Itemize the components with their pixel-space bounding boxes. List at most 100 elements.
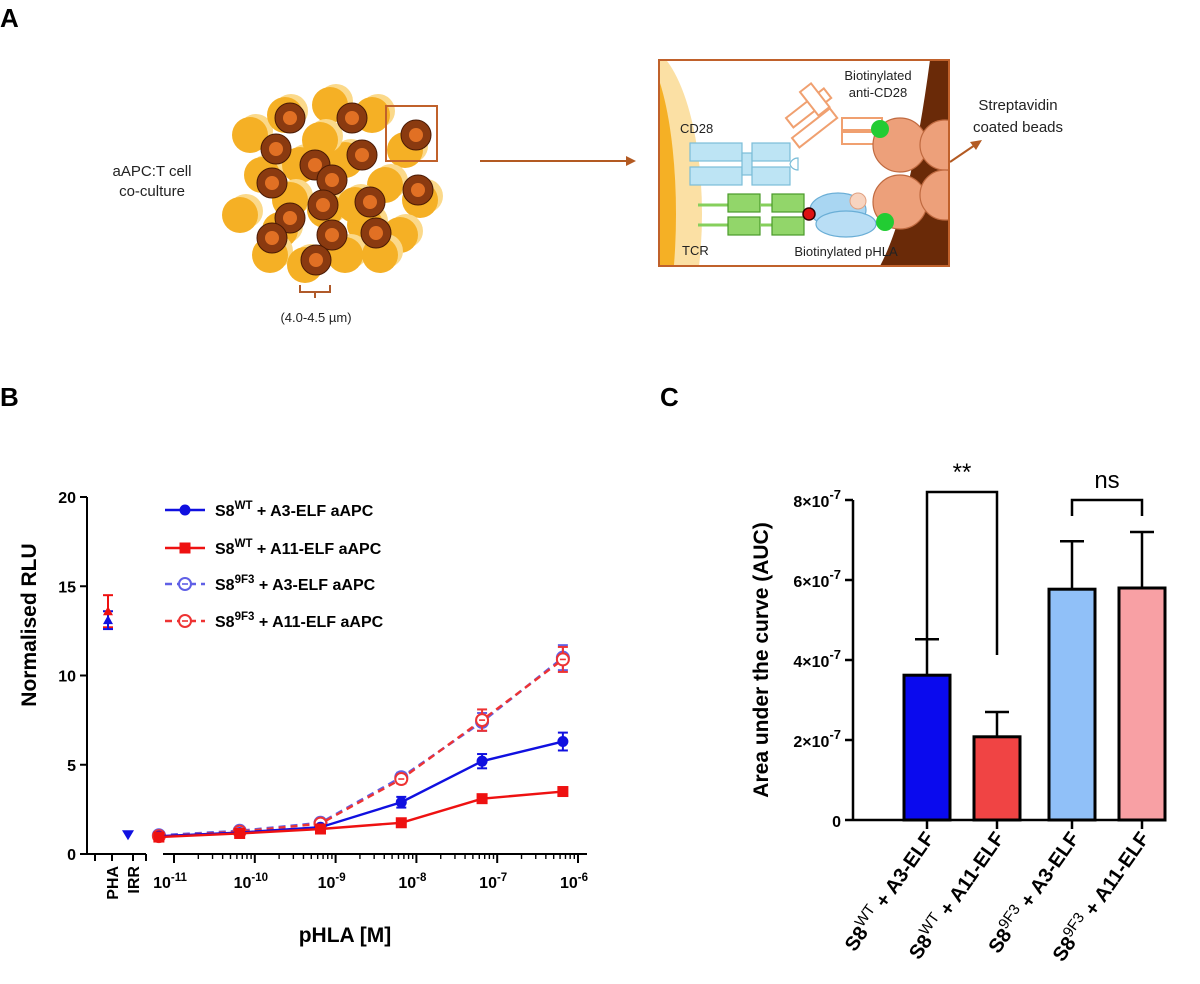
bar-label-post: + A3-ELF [1013,828,1084,916]
legend-label-0-post: + A3-ELF aAPC [252,503,373,520]
coculture-label-line1: aAPC:T cell [113,163,192,180]
pha-marker-a3 [103,615,113,625]
biotin-dot-upper [871,120,889,138]
tcr-label: TCR [682,243,709,258]
legend-marker-0 [179,504,191,516]
chart-b-xtick-label-base: 10 [560,875,578,892]
legend-label-2-sup: 9F3 [235,574,255,586]
legend-label-2: S89F3 + A3-ELF aAPC [215,574,376,594]
bar-3 [1117,586,1167,822]
chart-c-ytick-label: 6×10-7 [793,567,841,591]
legend-label-1: S8WT + A11-ELF aAPC [215,538,382,558]
pha-marker-a11 [103,606,113,616]
legend-label-2-base: S8 [215,577,235,594]
bar-label-post: + A11-ELF [933,828,1010,924]
anti-cd28-antibody [784,81,883,149]
data-point-0 [476,755,488,767]
tcell-membrane [659,60,702,266]
chart-b-xtick-label: 10-7 [479,872,507,892]
legend-label-3-post: + A11-ELF aAPC [254,614,383,631]
chart-b-xtick-label-sup: -11 [171,872,188,884]
tcell [302,122,338,158]
chart-b-xtick-label: 10-11 [153,872,187,892]
bead-highlight [316,198,330,212]
series-line-0 [158,740,564,838]
bar-0 [902,673,952,822]
chart-b-xtick-label-sup: -10 [251,872,268,884]
chart-b-ytick-label: 5 [67,758,76,775]
biotin-dot-lower [876,213,894,231]
bead-highlight [325,173,339,187]
bead-highlight [355,148,369,162]
bar-1 [972,735,1022,822]
dose-response-chart: Normalised RLU pHLA [M] 0 5 10 15 20 PHA IRR 10… [18,490,588,947]
cd28-label: CD28 [680,121,713,136]
streptavidin-beads [871,60,949,266]
panel-letter-b: B [0,382,19,412]
bar-label-base: S8 [984,925,1016,958]
legend-label-1-post: + A11-ELF aAPC [252,541,381,558]
zoom-detail [658,59,950,267]
legend-label-0-sup: WT [235,500,253,512]
chart-b-xtick-label-sup: -9 [335,872,345,884]
chart-b-xlabel: pHLA [M] [299,924,392,947]
chart-c-ytick-mantissa: 0 [832,814,841,831]
data-point-1 [153,831,165,843]
chart-c-ytick-exp: -7 [829,567,841,582]
data-point-1 [395,817,407,829]
data-point-0 [557,736,569,748]
chart-b-xtick-label-sup: -6 [578,872,588,884]
bead-highlight [345,111,359,125]
significance-bracket-right-label: ns [1094,467,1119,494]
series-line-3 [158,658,564,838]
chart-c-ytick-mantissa: 2×10 [793,734,829,751]
phla-complex [802,192,877,238]
bar-label-base: S8 [905,931,937,964]
chart-b-xtick-label: 10-9 [318,872,346,892]
coculture-cluster [222,84,443,283]
chart-c-ytick-exp: -7 [829,487,841,502]
bead-highlight [409,128,423,142]
chart-b-xtick-label-base: 10 [234,875,252,892]
coculture-label-line2: co-culture [119,183,185,200]
significance-bracket-left-label: ** [953,459,972,486]
chart-b-ytick-label: 10 [58,669,76,686]
chart-c-ytick-label: 2×10-7 [793,727,841,751]
beads-label-line2: coated beads [973,119,1063,136]
size-brace [299,285,331,298]
anti-cd28-label-line1: Biotinylated [844,68,911,83]
legend-label-3-sup: 9F3 [235,611,255,623]
chart-c-ytick-mantissa: 4×10 [793,654,829,671]
zoom-highlight-box [385,105,438,162]
chart-b-xtick-label: 10-8 [398,872,427,892]
legend-label-0-base: S8 [215,503,235,520]
anti-cd28-label-line2: anti-CD28 [849,85,908,100]
bead-highlight [283,211,297,225]
bar-label-post: + A11-ELF [1078,828,1155,924]
beads-pointer-arrow [949,140,982,163]
legend-label-2-post: + A3-ELF aAPC [254,577,375,594]
legend-label-3: S89F3 + A11-ELF aAPC [215,611,384,631]
bead-highlight [269,142,283,156]
significance-bracket-right [1070,498,1144,516]
chart-c-ytick-exp: -7 [829,647,841,662]
chart-b-xtick-label-base: 10 [318,875,336,892]
bead-highlight [308,158,322,172]
bar-label-base: S8 [841,923,873,956]
series-line-2 [158,656,564,837]
data-point-1 [476,793,488,805]
data-point-0 [395,796,407,808]
tcr-receptor [698,193,805,236]
chart-b-ylabel: Normalised RLU [18,543,41,706]
legend-label-1-sup: WT [235,538,253,550]
chart-c-ytick-mantissa: 6×10 [793,574,829,591]
bar-2 [1047,587,1097,822]
chart-b-control-label: IRR [126,866,143,894]
bead-highlight [309,253,323,267]
chart-c-ytick-label: 0 [832,814,841,831]
chart-b-xtick-label-sup: -7 [497,872,507,884]
panel-letter-c: C [660,382,679,412]
bar-label-base: S8 [1049,933,1081,966]
tcell [222,197,258,233]
